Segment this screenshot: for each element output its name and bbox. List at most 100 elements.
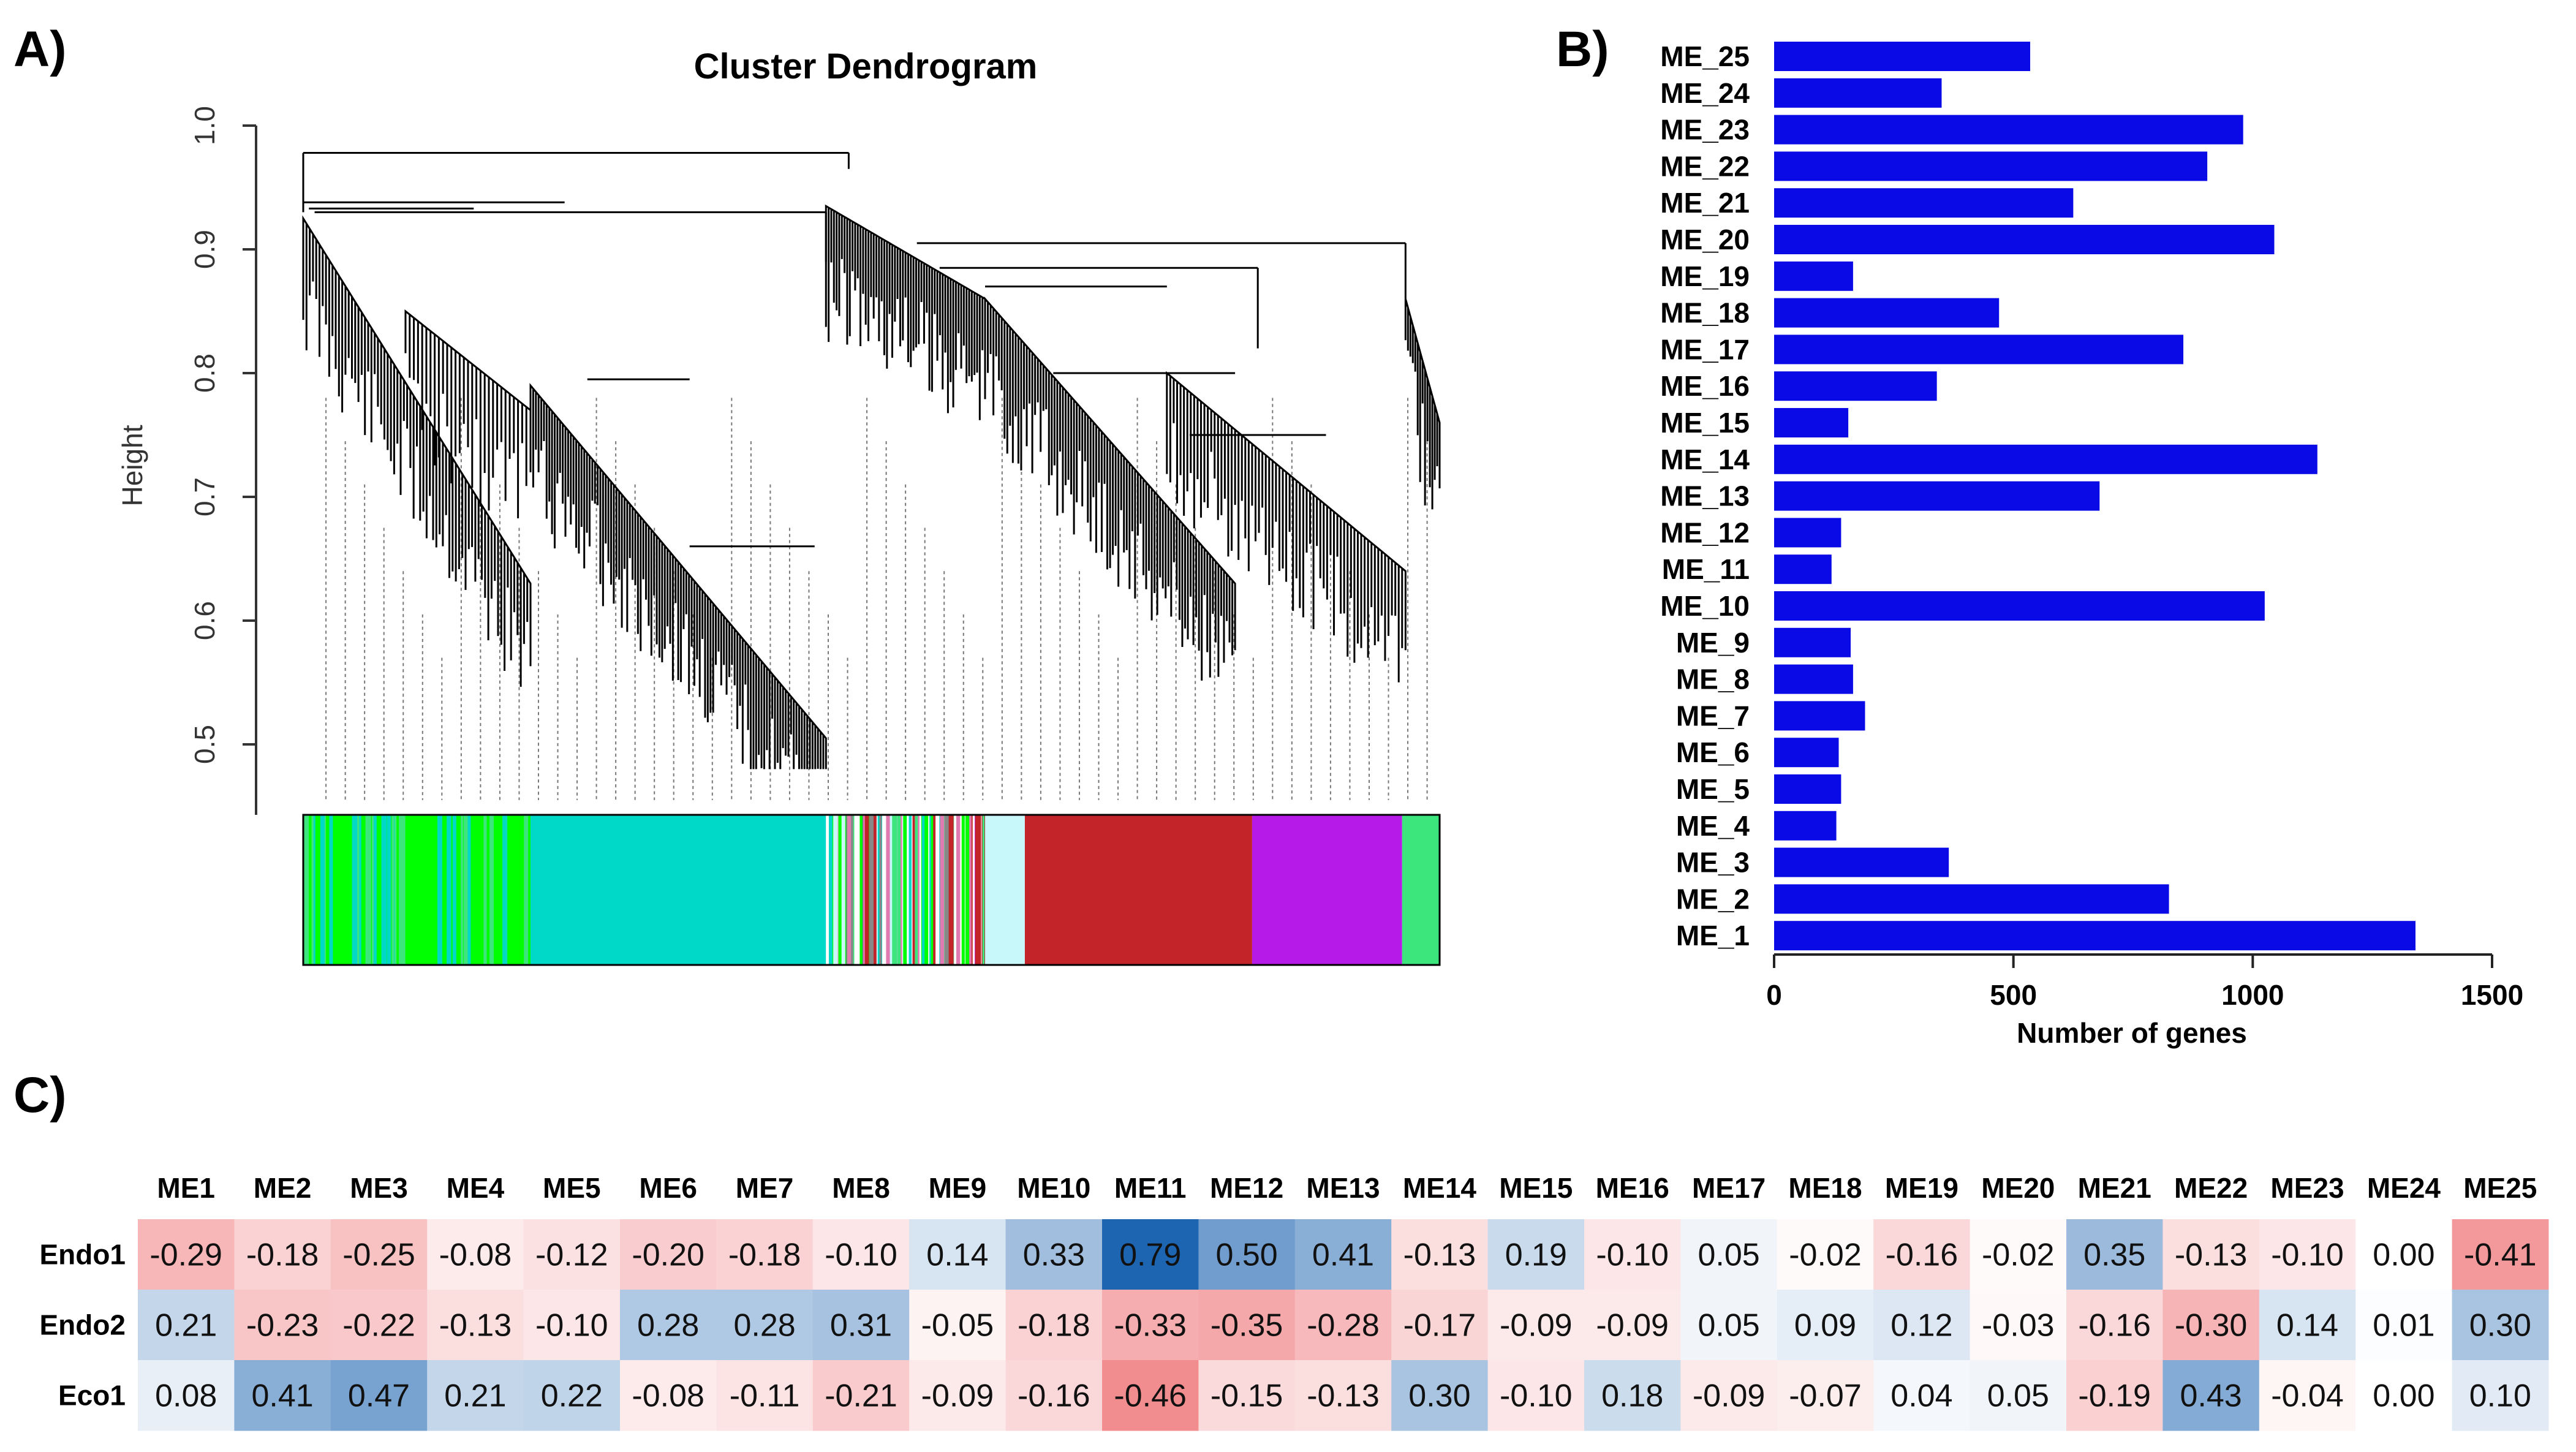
dendrogram-y-axis: 0.5 0.6 0.7 0.8 0.9 1.0 [189,106,257,815]
heatmap-cell [138,1360,235,1431]
bar-category-label: ME_16 [1660,370,1750,402]
heatmap-cell-value: -0.23 [246,1308,319,1344]
module-color-stripe [879,815,882,965]
heatmap-cell [427,1360,524,1431]
heatmap-column-me1: ME1 [157,1172,215,1204]
heatmap-cell [812,1290,910,1361]
bar-category-label: ME_8 [1676,664,1750,695]
heatmap-cell [1391,1290,1489,1361]
module-color-stripe [967,815,972,965]
module-color-stripe [437,815,442,965]
heatmap-column-headers: ME1 ME2 ME3 ME4 ME5 ME6 ME7 ME8 ME9 ME10 ME11 ME12 M… [157,1172,2537,1204]
heatmap-cell [2355,1219,2453,1290]
heatmap-column-me3: ME3 [350,1172,408,1204]
heatmap-column-me6: ME6 [639,1172,697,1204]
dendrogram-subcluster [1404,298,1441,510]
heatmap-cell [330,1219,428,1290]
bar-category-label: ME_23 [1660,114,1750,146]
heatmap-cell [1005,1360,1103,1431]
heatmap-cell [1102,1219,1199,1290]
heatmap-cell [523,1290,621,1361]
heatmap-cell-value: -0.09 [1596,1308,1669,1344]
heatmap-cell-value: 0.41 [251,1378,313,1414]
module-color-stripe [890,815,893,965]
heatmap-cell [1005,1290,1103,1361]
heatmap-cell-value: -0.22 [342,1308,415,1344]
module-color-block [1024,815,1252,965]
heatmap-cell [234,1360,331,1431]
heatmap-cell [1005,1219,1103,1290]
bar-category-label: ME_25 [1660,40,1750,72]
heatmap-cell-value: 0.00 [2373,1378,2434,1414]
dendrogram-subcluster [529,383,827,769]
heatmap-column-me24: ME24 [2367,1172,2441,1204]
heatmap-cell [1584,1290,1681,1361]
heatmap-cell-value: 0.01 [2373,1308,2434,1344]
module-color-stripe [352,815,358,965]
bar-category-label: ME_2 [1676,883,1750,915]
dendrogram-ylabel: Height [116,425,148,506]
bar-category-label: ME_7 [1676,700,1750,732]
heatmap-cell-value: -0.10 [2271,1238,2344,1273]
bar-me14 [1774,444,2317,474]
heatmap-cell-value: 0.41 [1312,1238,1374,1273]
dendrogram-subcluster [825,204,986,420]
bar-category-label: ME_24 [1660,77,1750,109]
module-color-block [985,815,1025,965]
dendrogram-subcluster [404,309,532,519]
heatmap-column-me12: ME12 [1210,1172,1283,1204]
heatmap-cell-value: -0.02 [1789,1238,1862,1273]
module-color-stripe [838,815,842,965]
module-color-stripe [452,815,456,965]
heatmap-cell-value: 0.21 [155,1308,217,1344]
bar-category-label: ME_5 [1676,773,1750,805]
module-color-stripe [373,815,377,965]
heatmap-cell-value: -0.07 [1789,1378,1862,1414]
heatmap-column-me23: ME23 [2270,1172,2344,1204]
bar-category-label: ME_13 [1660,480,1750,512]
heatmap-cell-value: -0.20 [632,1238,704,1273]
module-color-stripe [873,815,877,965]
module-color-stripe [908,815,912,965]
heatmap-cell [812,1360,910,1431]
bar-me21 [1774,188,2074,218]
heatmap-cell-value: 0.22 [541,1378,603,1414]
heatmap-cell-value: -0.16 [1018,1378,1090,1414]
heatmap-cell-value: -0.33 [1114,1308,1187,1344]
module-color-stripe [956,815,961,965]
heatmap-cell [1294,1219,1392,1290]
heatmap-cell-value: 0.12 [1890,1308,1952,1344]
bar-me12 [1774,518,1841,548]
heatmap-column-me20: ME20 [1981,1172,2055,1204]
module-color-stripe [367,815,371,965]
heatmap-cell-value: -0.18 [1018,1308,1090,1344]
heatmap-column-me21: ME21 [2078,1172,2151,1204]
heatmap-row-headers: Endo1 Endo2 Eco1 [39,1239,126,1412]
heatmap-cell [1777,1219,1874,1290]
heatmap-cell-value: 0.05 [1698,1238,1759,1273]
bar-me7 [1774,701,1865,731]
module-color-stripe [982,815,985,965]
heatmap-cell [1970,1360,2067,1431]
heatmap-cells: -0.29 -0.18 -0.25 -0.08 -0.12 -0.20 -0.18 -0.10… [138,1219,2549,1431]
bar-category-label: ME_20 [1660,224,1750,255]
module-color-stripe [329,815,333,965]
module-color-stripe [833,815,838,965]
module-color-stripe [975,815,979,965]
module-color-stripe [371,815,374,965]
heatmap-cell [2066,1360,2163,1431]
module-color-stripe [355,815,361,965]
heatmap-cell [716,1290,814,1361]
heatmap-cell [234,1290,331,1361]
module-color-stripe [859,815,863,965]
module-color-block [1402,815,1440,965]
bar-category-label: ME_4 [1676,810,1750,842]
heatmap-cell [1294,1360,1392,1431]
heatmap-cell-value: -0.21 [825,1378,897,1414]
heatmap-cell [716,1219,814,1290]
module-color-stripe [502,815,507,965]
heatmap-cell [1294,1290,1392,1361]
heatmap-cell [1487,1360,1585,1431]
correlation-heatmap: ME1 ME2 ME3 ME4 ME5 ME6 ME7 ME8 ME9 ME10 ME11 ME12 M… [39,1172,2549,1431]
heatmap-cell-value: 0.19 [1505,1238,1567,1273]
